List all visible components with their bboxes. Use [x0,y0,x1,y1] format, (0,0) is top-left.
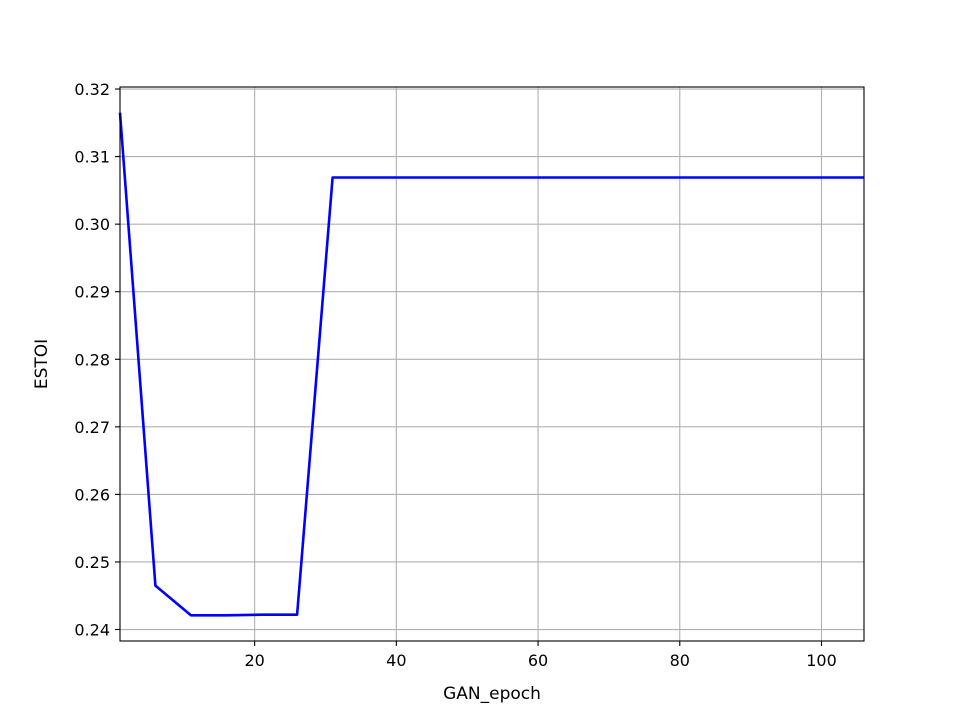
y-axis-label: ESTOI [32,339,52,389]
series-line [118,112,864,617]
y-tick-label: 0.26 [74,485,110,504]
ticks: 20 40 60 80 100 0.24 0.25 0.26 0.27 0.28 0.29 0.30 0… [74,80,836,670]
x-axis-label: GAN_epoch [443,684,541,704]
plot-frame [119,86,865,642]
series-layer [118,112,864,617]
y-tick-label: 0.24 [74,621,110,640]
y-tick-label: 0.31 [74,148,110,167]
x-tick-label: 100 [806,651,837,670]
y-tick-label: 0.29 [74,283,110,302]
y-tick-label: 0.28 [74,350,110,369]
y-tick-label: 0.25 [74,553,110,572]
x-tick-label: 80 [670,651,690,670]
y-tick-label: 0.30 [74,215,110,234]
x-tick-label: 20 [244,651,264,670]
grid [120,87,864,641]
x-tick-label: 40 [386,651,406,670]
x-tick-label: 60 [528,651,548,670]
y-tick-label: 0.27 [74,418,110,437]
y-tick-label: 0.32 [74,80,110,99]
